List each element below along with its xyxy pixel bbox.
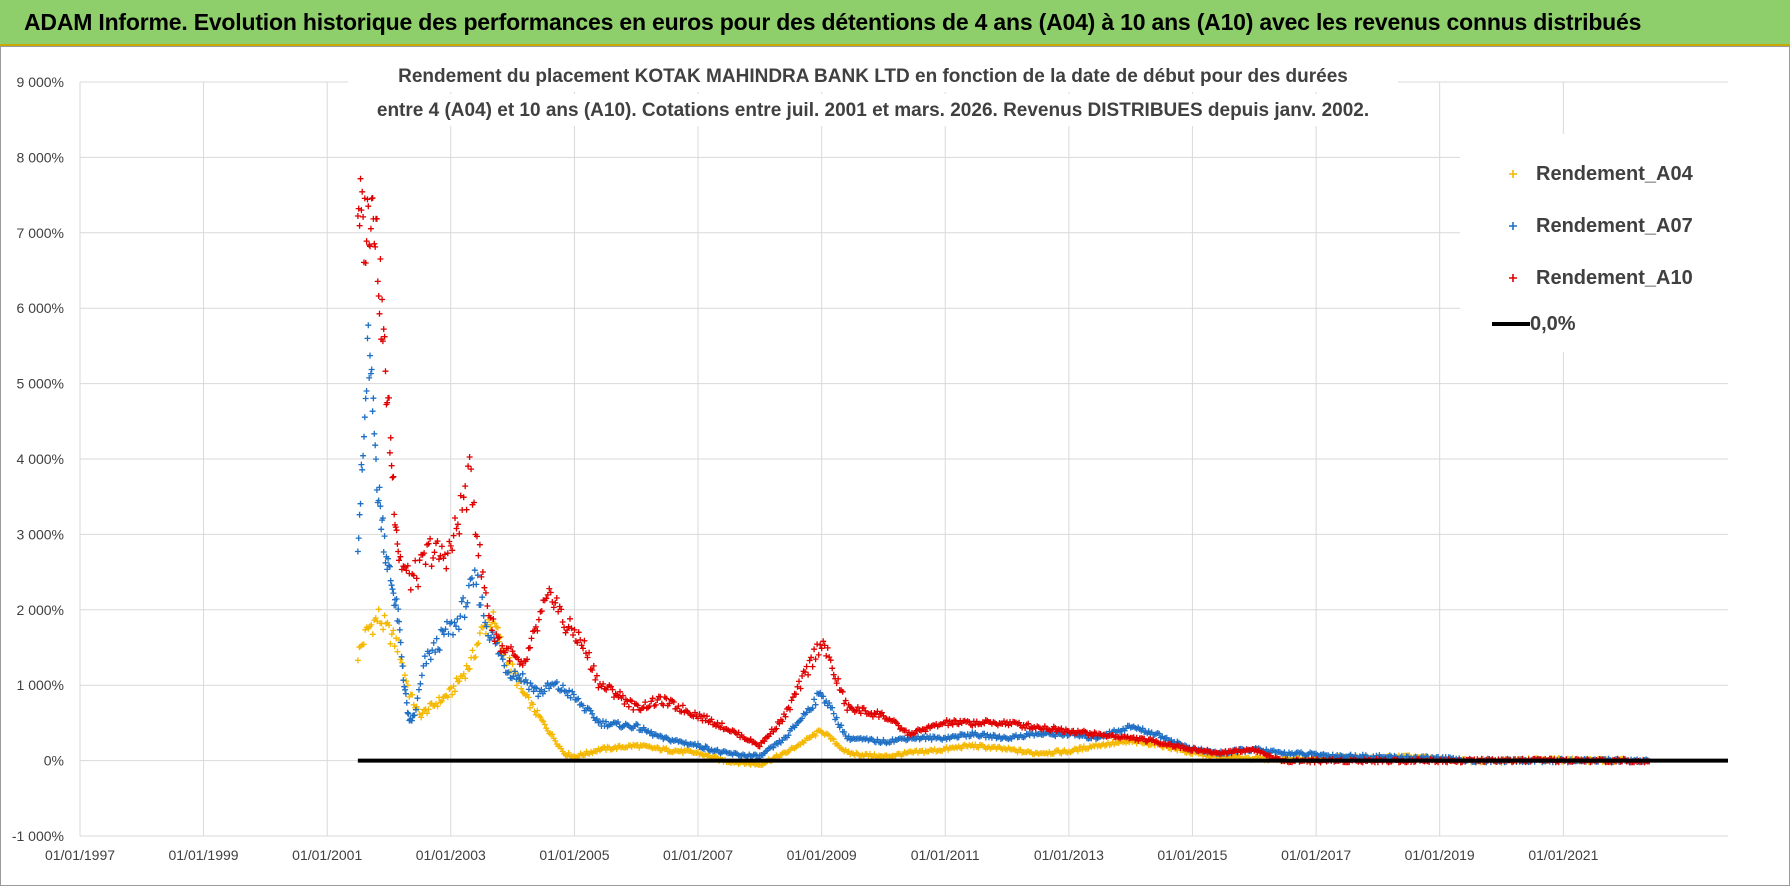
chart-title-background bbox=[343, 94, 1403, 126]
y-tick-label: 6 000% bbox=[17, 300, 64, 316]
y-tick-label: 5 000% bbox=[17, 376, 64, 392]
y-tick-label: 4 000% bbox=[17, 451, 64, 467]
x-tick-label: 01/01/2011 bbox=[911, 847, 980, 863]
legend-label: Rendement_A10 bbox=[1536, 267, 1693, 289]
legend-marker bbox=[1509, 222, 1517, 230]
x-tick-label: 01/01/2017 bbox=[1281, 847, 1351, 863]
series-markers bbox=[354, 322, 1653, 766]
chart-title-line: entre 4 (A04) et 10 ans (A10). Cotations… bbox=[377, 100, 1369, 121]
x-tick-label: 01/01/2007 bbox=[663, 847, 733, 863]
legend-marker bbox=[1509, 170, 1517, 178]
y-tick-label: 2 000% bbox=[17, 602, 64, 618]
x-tick-label: 01/01/2003 bbox=[416, 847, 486, 863]
chart-title-line: Rendement du placement KOTAK MAHINDRA BA… bbox=[398, 66, 1348, 87]
legend-marker bbox=[1509, 274, 1517, 282]
legend-background bbox=[1460, 134, 1730, 352]
x-tick-label: 01/01/2015 bbox=[1157, 847, 1227, 863]
legend-label: Rendement_A07 bbox=[1536, 215, 1693, 237]
y-tick-label: -1 000% bbox=[12, 828, 64, 844]
y-tick-label: 8 000% bbox=[17, 149, 64, 165]
x-tick-label: 01/01/2021 bbox=[1528, 847, 1598, 863]
y-tick-label: 3 000% bbox=[17, 526, 64, 542]
x-tick-label: 01/01/2009 bbox=[787, 847, 857, 863]
y-tick-label: 7 000% bbox=[17, 225, 64, 241]
banner-title: ADAM Informe. Evolution historique des p… bbox=[24, 9, 1642, 35]
chart-title-background bbox=[348, 60, 1398, 92]
axes: -1 000% 0% 1 000% 2 000% 3 000% 4 000% 5 000% 6… bbox=[12, 74, 1599, 863]
legend-label: 0,0% bbox=[1530, 313, 1576, 335]
x-tick-label: 01/01/2013 bbox=[1034, 847, 1104, 863]
x-tick-label: 01/01/2019 bbox=[1405, 847, 1475, 863]
y-tick-label: 0% bbox=[44, 753, 64, 769]
x-tick-label: 01/01/2001 bbox=[292, 847, 362, 863]
y-tick-label: 9 000% bbox=[17, 74, 64, 90]
legend: Rendement_A04 Rendement_A07 Rendement_A10 0… bbox=[1460, 134, 1730, 352]
y-tick-label: 1 000% bbox=[17, 677, 64, 693]
legend-label: Rendement_A04 bbox=[1536, 163, 1694, 185]
x-tick-label: 01/01/2005 bbox=[539, 847, 609, 863]
banner: ADAM Informe. Evolution historique des p… bbox=[0, 0, 1790, 46]
series-rendement-a10 bbox=[354, 175, 1653, 766]
x-tick-label: 01/01/1999 bbox=[168, 847, 238, 863]
scatter-chart: -1 000% 0% 1 000% 2 000% 3 000% 4 000% 5 000% 6… bbox=[12, 60, 1730, 863]
series-markers bbox=[354, 175, 1653, 766]
chart-title-group: Rendement du placement KOTAK MAHINDRA BA… bbox=[343, 60, 1403, 126]
x-tick-label: 01/01/1997 bbox=[45, 847, 115, 863]
data-points bbox=[354, 175, 1728, 768]
series-rendement-a07 bbox=[354, 322, 1653, 766]
